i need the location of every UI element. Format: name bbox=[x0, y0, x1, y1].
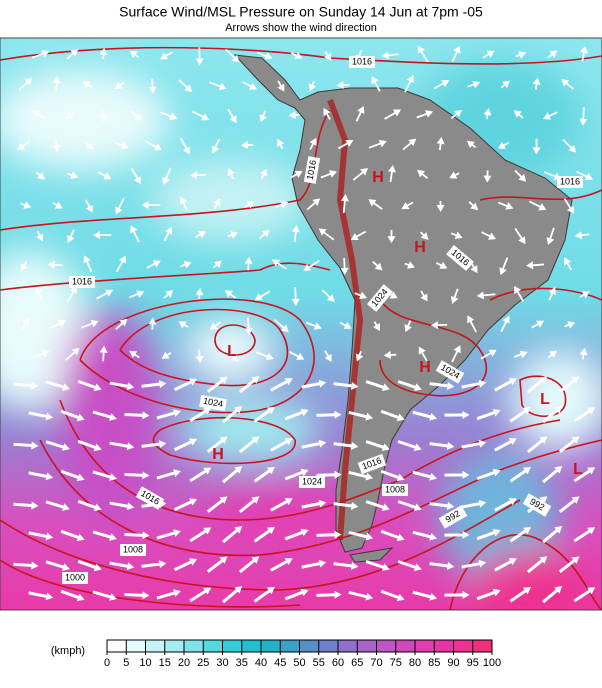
colorbar-cell bbox=[107, 640, 126, 652]
isobar-label-text: 1016 bbox=[72, 276, 92, 286]
colorbar-tick-label: 100 bbox=[483, 657, 501, 669]
colorbar-tick-label: 75 bbox=[390, 657, 402, 669]
pressure-center: H bbox=[372, 169, 384, 186]
colorbar-tick-label: 25 bbox=[197, 657, 209, 669]
colorbar-unit: (kmph) bbox=[51, 645, 85, 657]
pressure-center: L bbox=[540, 391, 550, 408]
colorbar-tick-label: 40 bbox=[255, 657, 267, 669]
colorbar-cell bbox=[338, 640, 357, 652]
colorbar-tick-label: 80 bbox=[409, 657, 421, 669]
colorbar-tick-label: 90 bbox=[447, 657, 459, 669]
isobar-label-text: 1008 bbox=[123, 544, 143, 554]
colorbar-cell bbox=[454, 640, 473, 652]
isobar-label: 1016 bbox=[69, 276, 95, 288]
colorbar-tick-label: 35 bbox=[236, 657, 248, 669]
colorbar-cell bbox=[261, 640, 280, 652]
colorbar: 0 5 10 15 20 25 30 35 40 45 50 55 60 65 70 75 80 85 90 95 10… bbox=[104, 640, 501, 669]
colorbar-cell bbox=[146, 640, 165, 652]
pressure-center: L bbox=[573, 461, 583, 478]
isobar-label-text: 1024 bbox=[302, 476, 322, 486]
subtitle: Arrows show the wind direction bbox=[225, 22, 377, 34]
colorbar-cell bbox=[473, 640, 492, 652]
colorbar-cell bbox=[357, 640, 376, 652]
colorbar-tick-label: 50 bbox=[293, 657, 305, 669]
pressure-center: H bbox=[414, 239, 426, 256]
colorbar-cell bbox=[434, 640, 453, 652]
isobar-label: 1016 bbox=[557, 176, 583, 188]
colorbar-cell bbox=[319, 640, 338, 652]
colorbar-cell bbox=[377, 640, 396, 652]
colorbar-cell bbox=[242, 640, 261, 652]
colorbar-tick-label: 15 bbox=[159, 657, 171, 669]
isobar-label-text: 1016 bbox=[352, 56, 372, 66]
colorbar-tick-label: 60 bbox=[332, 657, 344, 669]
colorbar-tick-label: 20 bbox=[178, 657, 190, 669]
isobar-label: 1016 bbox=[349, 56, 375, 68]
colorbar-tick-label: 95 bbox=[467, 657, 479, 669]
colorbar-tick-label: 5 bbox=[123, 657, 129, 669]
isobar-label-text: 1008 bbox=[385, 484, 405, 494]
colorbar-tick-label: 70 bbox=[370, 657, 382, 669]
colorbar-cell bbox=[415, 640, 434, 652]
colorbar-tick-label: 85 bbox=[428, 657, 440, 669]
colorbar-cell bbox=[223, 640, 242, 652]
isobar-label-text: 1016 bbox=[560, 176, 580, 186]
colorbar-tick-label: 45 bbox=[274, 657, 286, 669]
title: Surface Wind/MSL Pressure on Sunday 14 J… bbox=[119, 4, 483, 20]
colorbar-cell bbox=[126, 640, 145, 652]
colorbar-cell bbox=[396, 640, 415, 652]
isobar-label: 1008 bbox=[382, 484, 408, 496]
pressure-center: H bbox=[212, 446, 224, 463]
colorbar-cell bbox=[203, 640, 222, 652]
colorbar-tick-label: 10 bbox=[139, 657, 151, 669]
pressure-center: L bbox=[227, 343, 237, 360]
colorbar-cell bbox=[184, 640, 203, 652]
isobar-label: 1000 bbox=[62, 572, 88, 584]
map-area: 1016101610161016101610241024102410161024… bbox=[0, 38, 602, 630]
colorbar-tick-label: 65 bbox=[351, 657, 363, 669]
colorbar-cell bbox=[165, 640, 184, 652]
isobar-label-text: 1000 bbox=[65, 572, 85, 582]
isobar-label: 1008 bbox=[120, 544, 146, 556]
colorbar-tick-label: 55 bbox=[313, 657, 325, 669]
colorbar-cell bbox=[300, 640, 319, 652]
colorbar-tick-label: 30 bbox=[216, 657, 228, 669]
isobar-label: 1024 bbox=[299, 476, 325, 488]
colorbar-tick-label: 0 bbox=[104, 657, 110, 669]
colorbar-cell bbox=[280, 640, 299, 652]
pressure-center: H bbox=[419, 359, 431, 376]
